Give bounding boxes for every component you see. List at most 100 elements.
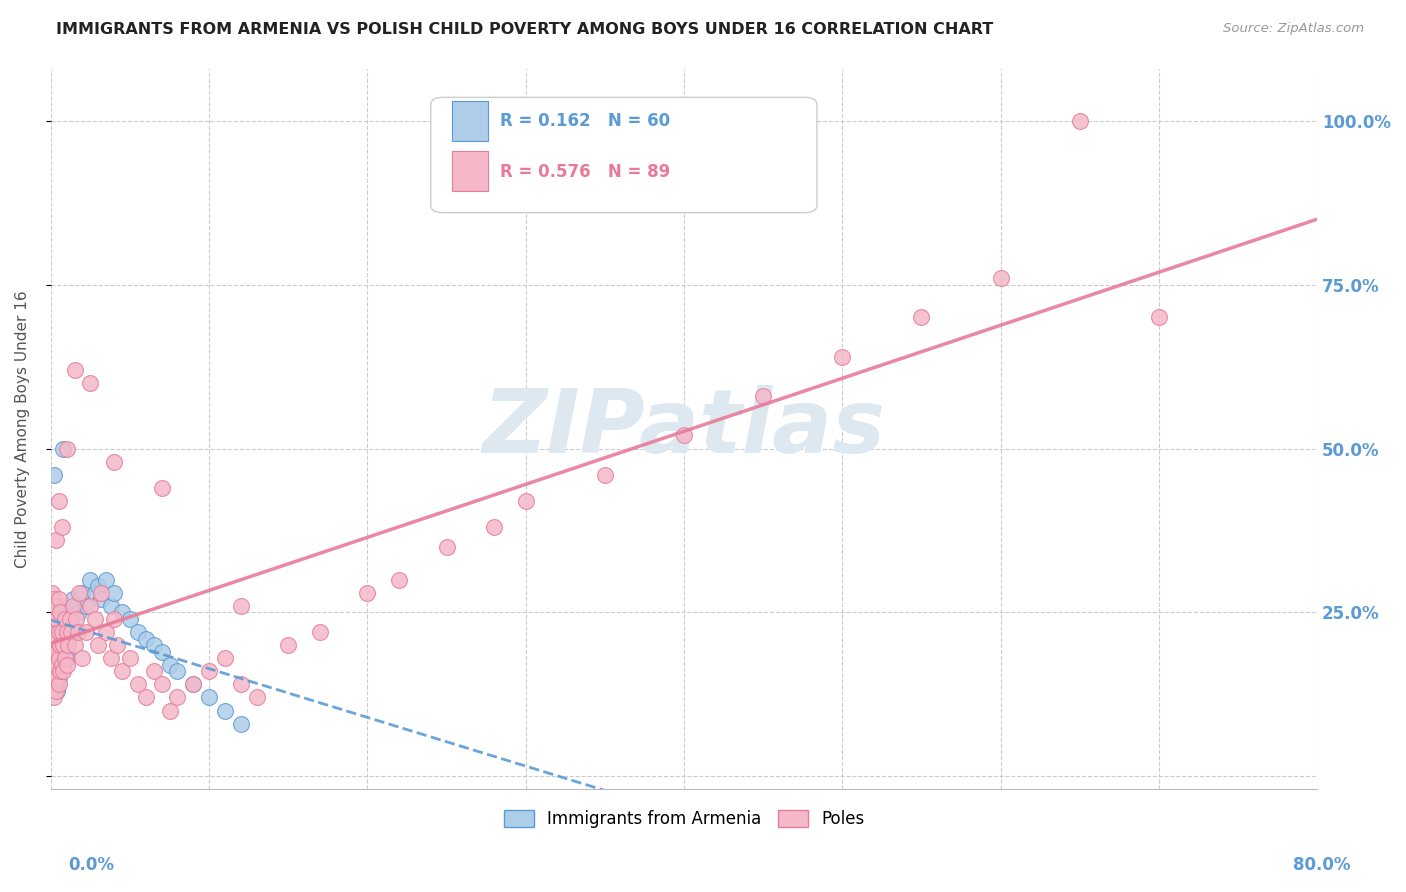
Point	[79, 573, 101, 587]
Point	[752, 389, 775, 403]
Bar	[453, 152, 488, 191]
Point	[42, 665, 65, 679]
Point	[48, 612, 70, 626]
Point	[46, 612, 69, 626]
Point	[72, 585, 94, 599]
Point	[49, 605, 72, 619]
Point	[277, 638, 299, 652]
Point	[482, 520, 505, 534]
Point	[910, 310, 932, 325]
Point	[41, 657, 63, 672]
Point	[45, 533, 67, 548]
Point	[135, 690, 157, 705]
Point	[90, 592, 112, 607]
Point	[45, 684, 67, 698]
Point	[214, 651, 236, 665]
Point	[96, 624, 118, 639]
Point	[100, 599, 122, 613]
Point	[45, 599, 67, 613]
Point	[48, 645, 70, 659]
Point	[96, 573, 118, 587]
Point	[990, 271, 1012, 285]
Point	[42, 677, 65, 691]
Point	[51, 612, 73, 626]
Text: R = 0.576   N = 89: R = 0.576 N = 89	[501, 162, 671, 180]
Point	[72, 651, 94, 665]
Point	[42, 467, 65, 482]
Point	[79, 376, 101, 390]
Point	[66, 624, 89, 639]
Point	[100, 651, 122, 665]
Point	[52, 665, 75, 679]
Point	[46, 684, 69, 698]
Point	[181, 677, 204, 691]
Point	[41, 638, 63, 652]
Point	[87, 638, 110, 652]
Point	[356, 585, 378, 599]
Point	[127, 624, 149, 639]
Point	[84, 612, 107, 626]
Point	[229, 716, 252, 731]
Point	[150, 645, 173, 659]
Point	[111, 605, 134, 619]
Point	[42, 690, 65, 705]
Point	[65, 612, 87, 626]
Point	[42, 638, 65, 652]
Point	[42, 618, 65, 632]
Point	[49, 665, 72, 679]
Point	[103, 612, 125, 626]
Point	[55, 651, 77, 665]
Point	[58, 632, 80, 646]
Point	[46, 624, 69, 639]
Point	[42, 612, 65, 626]
Point	[53, 605, 76, 619]
Point	[45, 638, 67, 652]
Point	[51, 657, 73, 672]
Point	[111, 665, 134, 679]
Point	[63, 638, 86, 652]
Point	[42, 599, 65, 613]
Point	[831, 350, 853, 364]
Point	[63, 363, 86, 377]
Point	[45, 632, 67, 646]
Point	[103, 585, 125, 599]
Text: IMMIGRANTS FROM ARMENIA VS POLISH CHILD POVERTY AMONG BOYS UNDER 16 CORRELATION : IMMIGRANTS FROM ARMENIA VS POLISH CHILD …	[56, 22, 994, 37]
Point	[62, 599, 84, 613]
Point	[48, 494, 70, 508]
Point	[60, 618, 83, 632]
Text: Source: ZipAtlas.com: Source: ZipAtlas.com	[1223, 22, 1364, 36]
Point	[51, 520, 73, 534]
Point	[52, 442, 75, 456]
Point	[53, 612, 76, 626]
Point	[593, 467, 616, 482]
Point	[48, 677, 70, 691]
Point	[60, 624, 83, 639]
Point	[135, 632, 157, 646]
Point	[103, 455, 125, 469]
Point	[75, 599, 97, 613]
Point	[55, 618, 77, 632]
Point	[198, 690, 221, 705]
Point	[309, 624, 332, 639]
Point	[436, 540, 458, 554]
Point	[229, 599, 252, 613]
Y-axis label: Child Poverty Among Boys Under 16: Child Poverty Among Boys Under 16	[15, 290, 30, 567]
Point	[45, 612, 67, 626]
Point	[515, 494, 537, 508]
Point	[42, 671, 65, 685]
Point	[166, 665, 188, 679]
Point	[42, 651, 65, 665]
Point	[49, 665, 72, 679]
Point	[58, 638, 80, 652]
Point	[65, 599, 87, 613]
Point	[150, 481, 173, 495]
Point	[84, 585, 107, 599]
Point	[198, 665, 221, 679]
Point	[150, 677, 173, 691]
Text: 0.0%: 0.0%	[69, 855, 114, 873]
Point	[63, 624, 86, 639]
Point	[51, 651, 73, 665]
Point	[41, 651, 63, 665]
Point	[55, 442, 77, 456]
Point	[62, 592, 84, 607]
